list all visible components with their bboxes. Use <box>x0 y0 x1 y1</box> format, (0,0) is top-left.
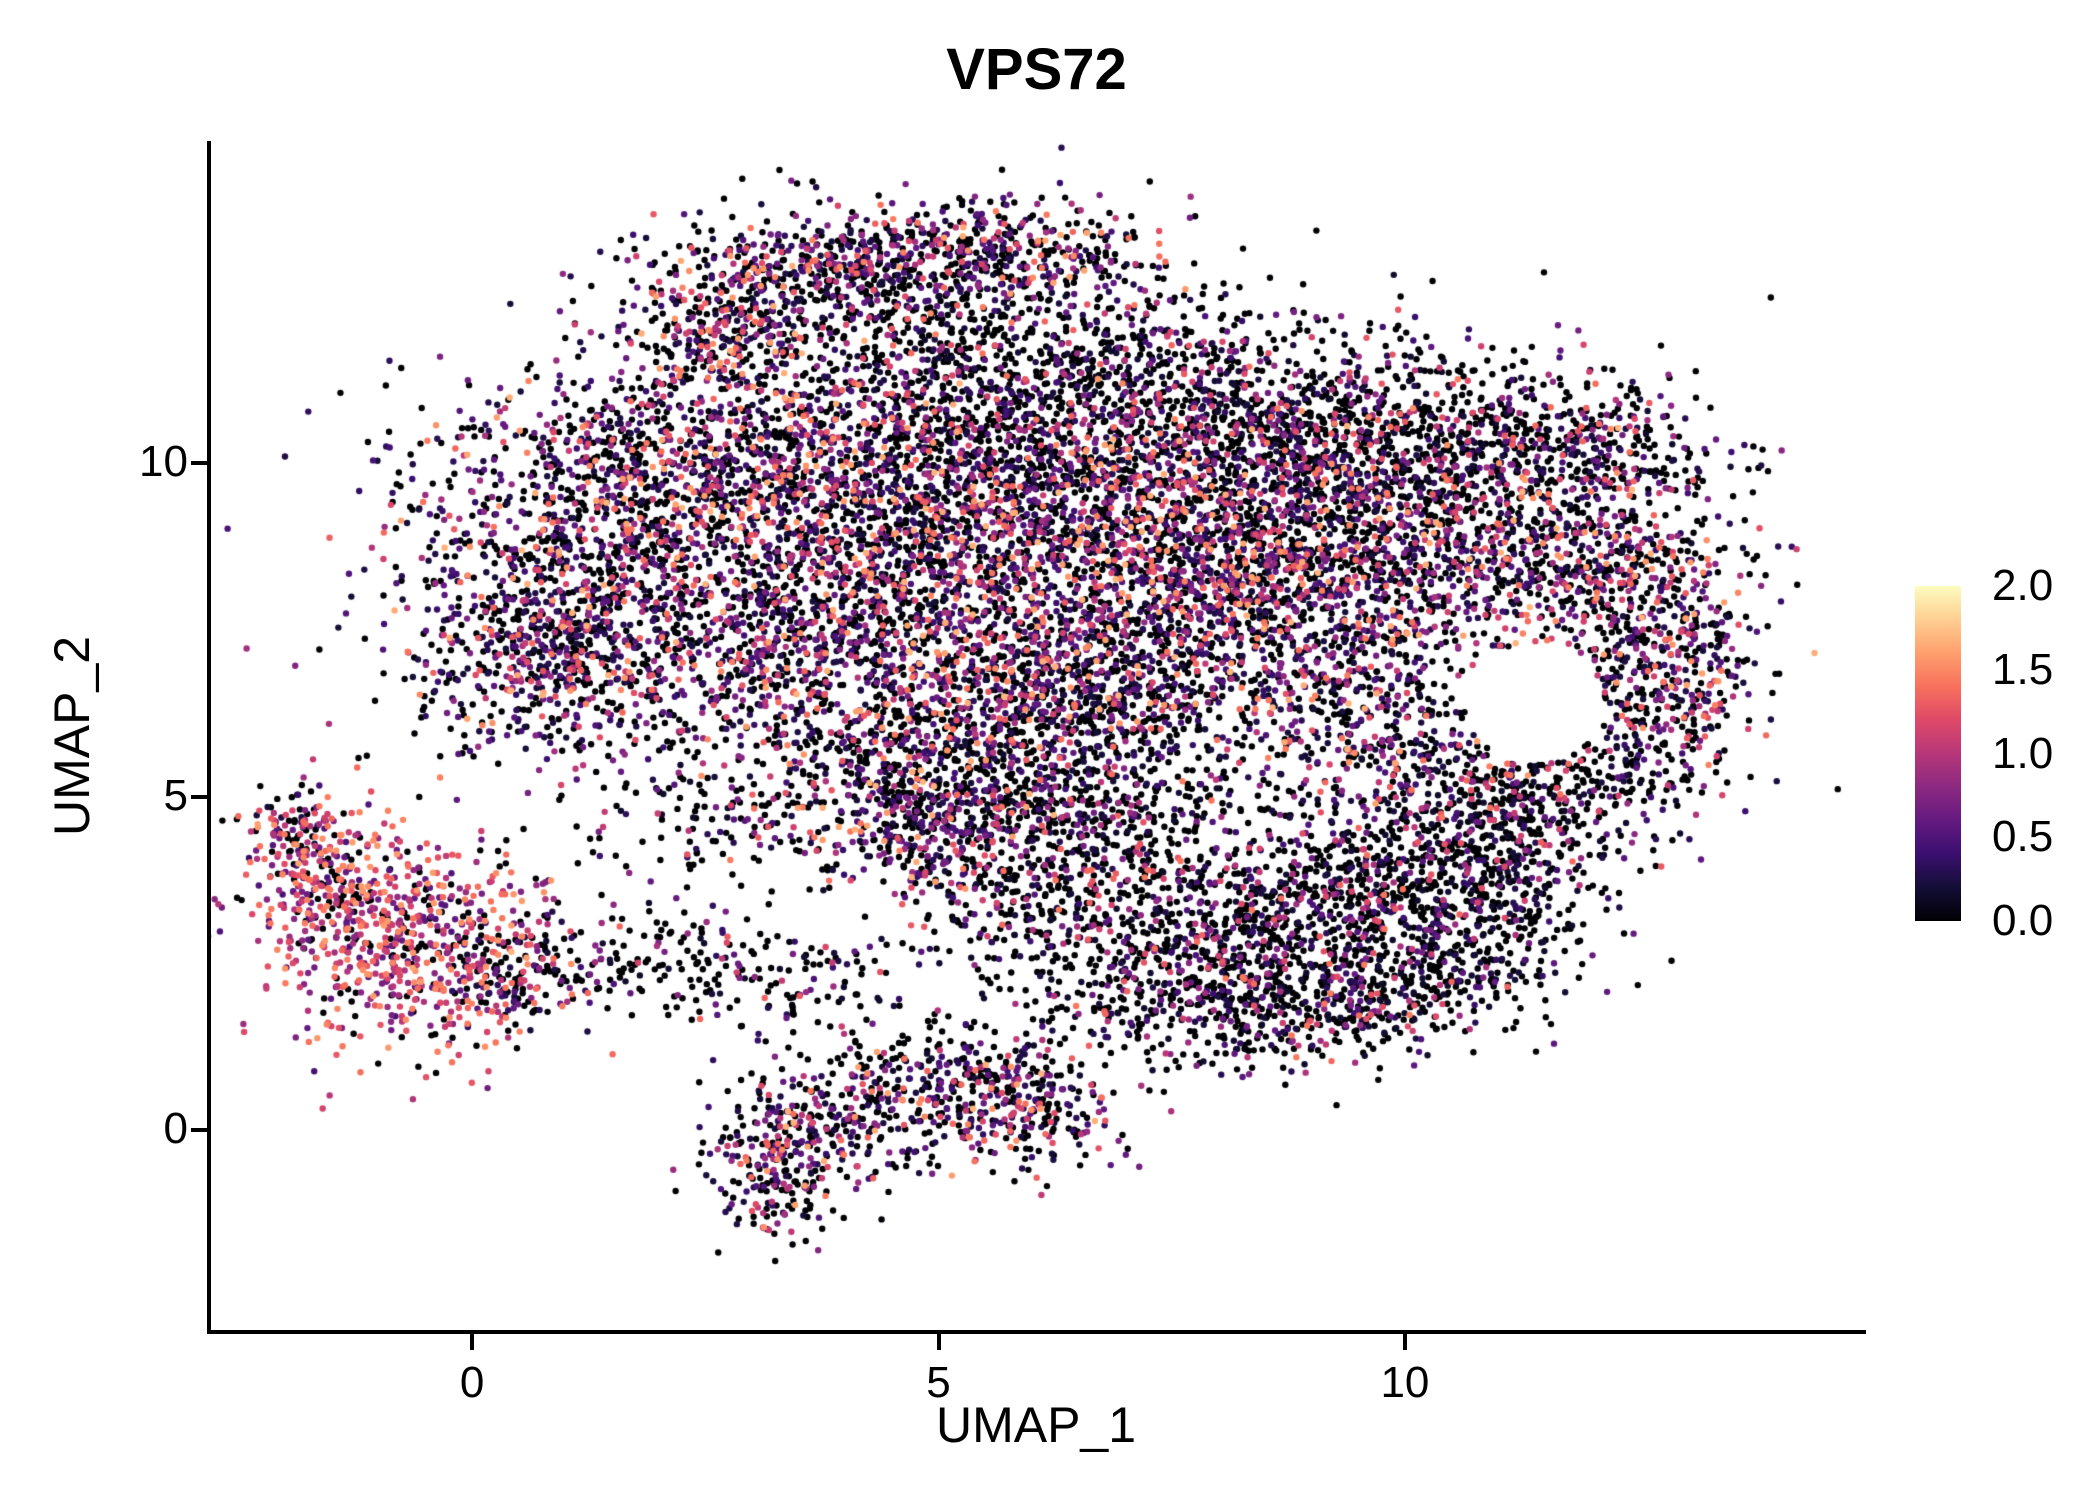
x-tick-label: 0 <box>459 1358 485 1407</box>
y-tick-mark <box>191 461 207 466</box>
y-tick-mark <box>191 794 207 799</box>
colorbar-tick-label: 0.0 <box>1992 896 2054 945</box>
colorbar-tick-label: 1.0 <box>1992 728 2054 778</box>
y-tick-mark <box>191 1127 207 1132</box>
colorbar-tick-label: 1.5 <box>1992 644 2054 694</box>
y-axis-label: UMAP_2 <box>44 635 100 837</box>
x-axis-label: UMAP_1 <box>935 1397 1137 1453</box>
x-tick-label: 5 <box>926 1358 951 1407</box>
colorbar-tick-label: 2.0 <box>1992 561 2054 610</box>
x-tick-mark <box>936 1334 941 1350</box>
y-tick-label: 0 <box>163 1103 188 1153</box>
y-tick-label: 10 <box>139 437 188 487</box>
colorbar-gradient <box>1915 586 1961 921</box>
x-tick-mark <box>470 1334 475 1350</box>
y-tick-label: 5 <box>163 770 188 820</box>
colorbar-tick-label: 0.5 <box>1992 812 2054 862</box>
x-tick-mark <box>1402 1334 1407 1350</box>
y-axis-line <box>207 141 211 1334</box>
x-tick-label: 10 <box>1380 1358 1430 1407</box>
x-axis-line <box>207 1330 1866 1334</box>
